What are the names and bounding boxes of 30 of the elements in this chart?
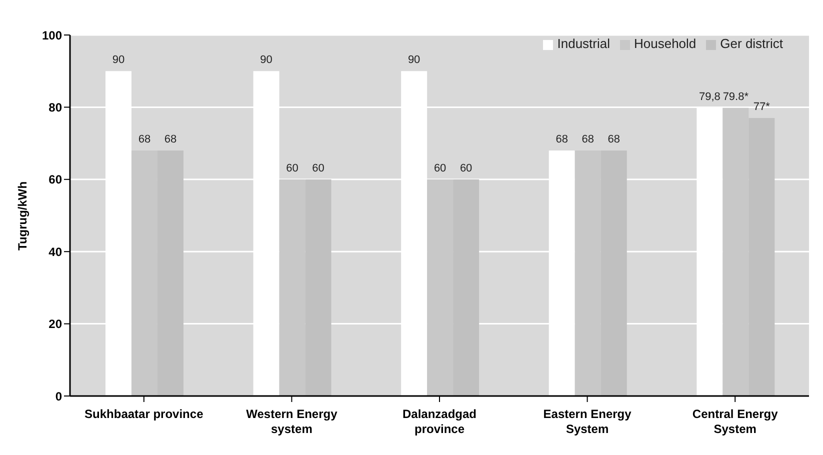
data-label: 79,8 <box>698 90 720 103</box>
data-label: 68 <box>582 134 594 146</box>
y-tick-label: 20 <box>48 317 62 332</box>
x-tick-label: Eastern Energy System <box>543 407 632 436</box>
legend-label: Household <box>634 36 696 51</box>
data-label: 77* <box>753 101 771 114</box>
x-tick-label: Sukhbaatar province <box>84 407 204 421</box>
x-tick-label: Western Energy system <box>246 407 338 436</box>
data-label: 60 <box>434 162 446 174</box>
data-label: 79.8* <box>722 90 750 103</box>
legend-label: Ger district <box>720 36 783 51</box>
data-label: 90 <box>260 54 272 66</box>
data-label: 68 <box>138 134 151 146</box>
data-label: 60 <box>312 162 324 174</box>
data-label: 68 <box>608 134 620 146</box>
y-tick-label: 80 <box>48 100 62 114</box>
y-axis-title: Tugrug/kWh <box>15 181 30 250</box>
data-label: 68 <box>164 134 177 146</box>
y-tick-label: 100 <box>42 28 62 42</box>
data-label: 90 <box>112 54 125 66</box>
y-tick-label: 0 <box>55 389 62 404</box>
data-label: 60 <box>460 162 472 174</box>
x-tick-label: Central Energy System <box>692 407 778 436</box>
x-tick-label: Dalanzadgad province <box>402 407 477 436</box>
data-label: 68 <box>556 134 568 146</box>
data-label: 60 <box>286 162 298 174</box>
y-tick-label: 40 <box>48 244 62 259</box>
y-tick-label: 60 <box>48 172 62 187</box>
data-label: 90 <box>408 54 420 66</box>
legend-label: Industrial <box>557 36 610 51</box>
